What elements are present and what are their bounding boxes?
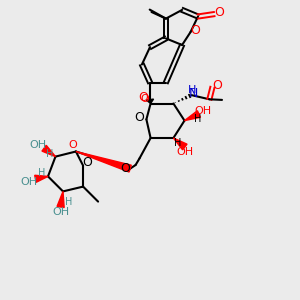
Text: H: H bbox=[65, 196, 73, 207]
Polygon shape bbox=[173, 138, 187, 150]
Text: OH: OH bbox=[194, 106, 211, 116]
Polygon shape bbox=[76, 152, 131, 172]
Text: O: O bbox=[212, 79, 222, 92]
Text: H: H bbox=[194, 114, 202, 124]
Text: O: O bbox=[138, 91, 148, 104]
Text: O: O bbox=[120, 162, 130, 175]
Text: O: O bbox=[68, 140, 77, 150]
Text: O: O bbox=[83, 156, 92, 169]
Text: O: O bbox=[214, 6, 224, 19]
Polygon shape bbox=[184, 111, 200, 121]
Text: N: N bbox=[189, 87, 199, 101]
Text: OH: OH bbox=[20, 177, 38, 187]
Text: O: O bbox=[190, 23, 200, 37]
Text: OH: OH bbox=[176, 147, 194, 158]
Text: H: H bbox=[174, 138, 181, 148]
Text: OH: OH bbox=[29, 140, 46, 150]
Text: H: H bbox=[38, 168, 46, 178]
Text: O: O bbox=[140, 94, 149, 104]
Text: OH: OH bbox=[52, 207, 69, 218]
Text: H: H bbox=[188, 85, 196, 95]
Polygon shape bbox=[57, 191, 64, 208]
Polygon shape bbox=[42, 145, 56, 157]
Polygon shape bbox=[35, 175, 48, 182]
Text: H: H bbox=[46, 148, 53, 159]
Polygon shape bbox=[146, 99, 154, 103]
Text: O: O bbox=[134, 111, 144, 124]
